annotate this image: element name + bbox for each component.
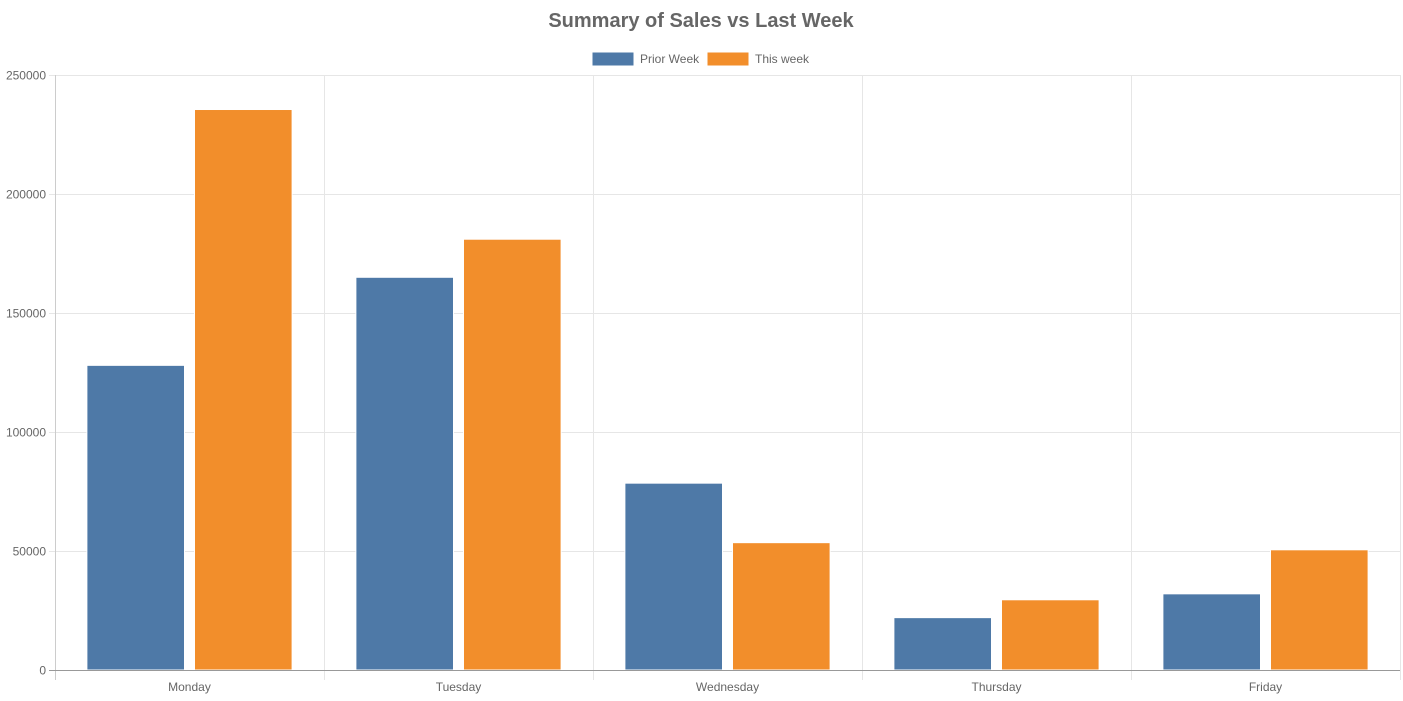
- legend-swatch-prior-week: [591, 51, 635, 67]
- x-tick-label: Monday: [168, 680, 211, 694]
- x-tick-label: Tuesday: [436, 680, 482, 694]
- legend-item-this-week[interactable]: This week: [706, 51, 810, 67]
- legend-item-prior-week[interactable]: Prior Week: [591, 51, 700, 67]
- x-tick-label: Wednesday: [696, 680, 759, 694]
- x-tick-label: Thursday: [971, 680, 1021, 694]
- y-tick-label: 200000: [6, 188, 46, 202]
- chart-legend: Prior Week This week: [591, 51, 810, 67]
- legend-label-prior-week: Prior Week: [640, 52, 700, 66]
- bar-this-week-thursday[interactable]: [1001, 599, 1100, 671]
- y-tick-label: 50000: [13, 545, 47, 559]
- y-tick-label: 0: [39, 664, 46, 678]
- bar-this-week-tuesday[interactable]: [463, 238, 562, 671]
- bar-prior-week-thursday[interactable]: [893, 617, 993, 671]
- bar-prior-week-friday[interactable]: [1162, 593, 1262, 671]
- chart-bars: [86, 109, 1369, 671]
- bar-prior-week-monday[interactable]: [86, 364, 185, 671]
- y-tick-label: 100000: [6, 426, 46, 440]
- y-axis-tick-labels: 0 50000 100000 150000 200000 250000: [6, 69, 46, 678]
- x-axis-tick-labels: Monday Tuesday Wednesday Thursday Friday: [168, 680, 1282, 694]
- bar-this-week-monday[interactable]: [194, 109, 293, 671]
- bar-prior-week-wednesday[interactable]: [624, 482, 724, 671]
- legend-swatch-this-week: [706, 51, 750, 67]
- x-tick-label: Friday: [1249, 680, 1282, 694]
- bar-this-week-friday[interactable]: [1270, 549, 1369, 671]
- y-tick-label: 150000: [6, 307, 46, 321]
- bar-prior-week-tuesday[interactable]: [355, 276, 454, 671]
- bar-this-week-wednesday[interactable]: [732, 542, 831, 671]
- legend-label-this-week: This week: [755, 52, 810, 66]
- y-tick-label: 250000: [6, 69, 46, 83]
- chart-title: Summary of Sales vs Last Week: [548, 10, 854, 32]
